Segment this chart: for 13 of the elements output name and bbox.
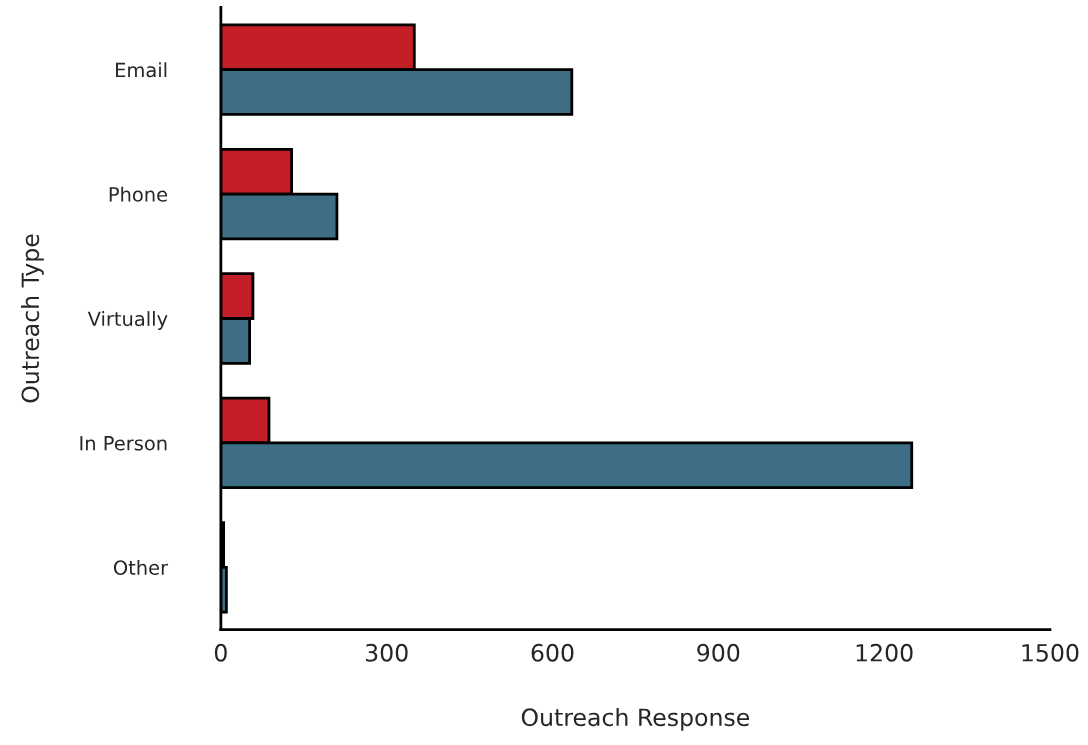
y-axis-title: Outreach Type <box>20 234 44 403</box>
x-tick-label: 0 <box>214 643 227 662</box>
x-tick-label: 900 <box>697 643 740 662</box>
x-tick-label: 1200 <box>856 643 913 662</box>
x-axis-title: Outreach Response <box>521 707 750 731</box>
y-tick-label: Virtually <box>87 311 168 330</box>
y-tick-label: Other <box>113 559 169 575</box>
y-tick-label: In Person <box>80 436 167 451</box>
x-tick-label: 300 <box>365 643 408 662</box>
y-tick-label: Phone <box>109 186 168 202</box>
x-tick-label: 600 <box>531 643 574 662</box>
x-tick-label: 1500 <box>1022 643 1079 662</box>
y-tick-label: Email <box>116 62 167 78</box>
